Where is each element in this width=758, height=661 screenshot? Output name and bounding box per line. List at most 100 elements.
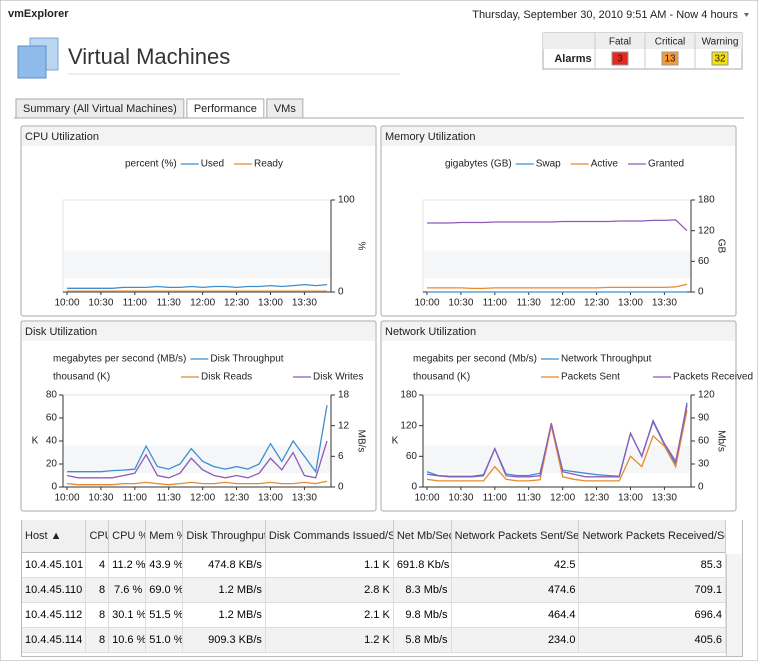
alarm-column: Critical [655,37,686,48]
cell: 2.8 K [265,577,394,603]
alarm-column: Warning [702,37,739,48]
x-tick-label: 12:00 [190,493,215,504]
column-header[interactable]: Network Packets Sent/Sec [451,520,580,553]
cell: 2.1 K [265,602,394,628]
y-tick-label: 60 [698,256,710,267]
cell: 5.8 Mb/s [393,627,452,653]
x-tick-label: 13:00 [258,493,283,504]
panel-title: Network Utilization [385,326,476,338]
x-tick-label: 11:00 [483,298,508,309]
panel-title: CPU Utilization [25,131,99,143]
series-line [67,405,328,474]
x-tick-label: 11:30 [517,298,542,309]
y-tick-label: 12 [338,420,350,431]
panel-header [382,322,735,341]
plot-band [64,445,330,474]
legend-unit: percent (%) [125,159,177,170]
tab-label: Summary (All Virtual Machines) [23,103,177,115]
legend-unit: megabits per second (Mb/s) [413,354,537,365]
cell: 8.3 Mb/s [393,577,452,603]
alarm-badge [611,51,629,66]
alarm-count: 13 [664,54,676,65]
column-header[interactable]: Disk Commands Issued/Sec [265,520,394,553]
x-tick-label: 10:30 [448,493,473,504]
alarm-badge [711,51,729,66]
cell: 474.6 [451,577,580,603]
x-tick-label: 12:30 [224,298,249,309]
series-line [66,440,328,479]
y-tick-label: 120 [698,390,715,401]
panel-header [22,322,375,341]
x-tick-label: 13:00 [258,298,283,309]
table-row[interactable]: 10.4.45.112 8 30.1 % 51.5 % 1.2 MB/s 2.1 K 9.8… [22,602,726,628]
table: Host ▲CPU #CPU %Mem %Disk ThroughputDisk… [22,520,726,653]
cell: 1.2 MB/s [182,577,266,603]
plot-band [64,250,330,279]
column-header[interactable]: Mem % [145,520,184,553]
cell: 8 [85,577,110,603]
timeframe[interactable]: Thursday, September 30, 2010 9:51 AM - N… [472,9,738,21]
table-row[interactable]: 10.4.45.110 8 7.6 % 69.0 % 1.2 MB/s 2.8 K 8.3 … [22,577,726,603]
x-tick-label: 11:00 [123,493,148,504]
cell: 42.5 [451,552,580,578]
x-tick-label: 13:30 [292,493,317,504]
cell: 8 [85,602,110,628]
column-header[interactable]: Host ▲ [22,520,87,553]
series-line [426,410,688,482]
alarm-count: 32 [714,54,726,65]
alarm-count: 3 [617,54,623,65]
alarms-header [543,33,742,49]
cell: 10.4.45.112 [22,602,87,628]
legend-label: Disk Throughput [210,354,283,365]
y-tick-label: 180 [400,390,417,401]
cell: 10.4.45.110 [22,577,87,603]
cell: 405.6 [578,627,726,653]
panel-header [22,127,375,146]
x-tick-label: 13:30 [292,298,317,309]
y-tick-label: 0 [698,287,704,298]
scrollbar[interactable] [726,554,742,656]
y-tick-label: 120 [698,225,715,236]
cell: 474.8 KB/s [182,552,266,578]
cell: 43.9 % [145,552,184,578]
column-header[interactable]: Net Mb/Sec [393,520,452,553]
dropdown-arrow[interactable] [744,13,749,17]
y-axis-label: Mb/s [715,430,726,452]
cell: 10.6 % [108,627,147,653]
x-tick-label: 11:30 [157,298,182,309]
cell: 1.2 K [265,627,394,653]
x-tick-label: 13:00 [618,298,643,309]
legend-unit: thousand (K) [413,372,470,383]
cell: 51.5 % [145,602,184,628]
x-tick-label: 12:00 [550,298,575,309]
y-tick-label: 180 [698,195,715,206]
y-tick-label: 120 [400,420,417,431]
column-header[interactable]: CPU % [108,520,147,553]
x-tick-label: 12:30 [584,493,609,504]
y-tick-label: 80 [46,390,58,401]
legend-unit: gigabytes (GB) [445,159,512,170]
legend-unit: megabytes per second (MB/s) [53,354,186,365]
cell: 1.1 K [265,552,394,578]
column-header[interactable]: CPU # [85,520,110,553]
y-tick-label: 0 [338,287,344,298]
column-header[interactable]: Disk Throughput [182,520,266,553]
alarm-column: Fatal [609,37,631,48]
x-tick-label: 11:30 [157,493,182,504]
legend-label: Disk Reads [201,372,252,383]
series-line [67,283,328,289]
column-header[interactable]: Network Packets Received/Sec [578,520,726,553]
x-tick-label: 12:30 [224,493,249,504]
legend-label: Used [201,159,224,170]
cell: 909.3 KB/s [182,627,266,653]
series-line [66,480,328,486]
y-tick-label: 0 [51,482,57,493]
y-tick-label: 90 [698,413,710,424]
x-tick-label: 12:00 [550,493,575,504]
cell: 10.4.45.101 [22,552,87,578]
x-tick-label: 12:30 [584,298,609,309]
y-tick-label: 20 [46,459,58,470]
x-tick-label: 11:30 [517,493,542,504]
